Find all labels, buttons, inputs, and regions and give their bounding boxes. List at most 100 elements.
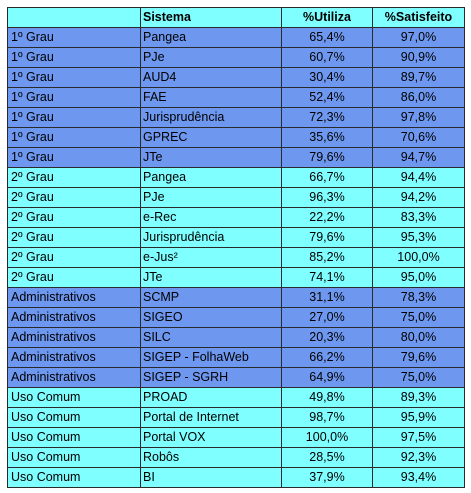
table-row: 2º Grau PJe 96,3% 94,2% bbox=[7, 187, 465, 208]
category-cell: Uso Comum bbox=[7, 427, 141, 448]
satisfeito-cell: 75,0% bbox=[372, 307, 465, 328]
system-cell: SILC bbox=[140, 327, 282, 348]
system-cell: GPREC bbox=[140, 127, 282, 148]
table-row: 1º Grau Jurisprudência 72,3% 97,8% bbox=[7, 107, 465, 128]
utiliza-cell: 65,4% bbox=[281, 27, 373, 48]
category-cell: 1º Grau bbox=[7, 87, 141, 108]
table-row: 2º Grau JTe 74,1% 95,0% bbox=[7, 267, 465, 288]
utiliza-cell: 79,6% bbox=[281, 147, 373, 168]
system-cell: BI bbox=[140, 467, 282, 488]
utiliza-cell: 74,1% bbox=[281, 267, 373, 288]
satisfeito-cell: 95,9% bbox=[372, 407, 465, 428]
utiliza-cell: 64,9% bbox=[281, 367, 373, 388]
satisfeito-cell: 78,3% bbox=[372, 287, 465, 308]
header-row: Sistema %Utiliza %Satisfeito bbox=[7, 7, 465, 28]
table-row: Uso Comum BI 37,9% 93,4% bbox=[7, 467, 465, 488]
system-cell: Jurisprudência bbox=[140, 227, 282, 248]
table-row: 1º Grau FAE 52,4% 86,0% bbox=[7, 87, 465, 108]
system-cell: Portal VOX bbox=[140, 427, 282, 448]
satisfeito-cell: 93,4% bbox=[372, 467, 465, 488]
table-row: 1º Grau PJe 60,7% 90,9% bbox=[7, 47, 465, 68]
satisfeito-cell: 79,6% bbox=[372, 347, 465, 368]
table-row: 1º Grau Pangea 65,4% 97,0% bbox=[7, 27, 465, 48]
header-utiliza: %Utiliza bbox=[281, 7, 373, 28]
table-row: Uso Comum Portal de Internet 98,7% 95,9% bbox=[7, 407, 465, 428]
utiliza-cell: 66,7% bbox=[281, 167, 373, 188]
utiliza-cell: 20,3% bbox=[281, 327, 373, 348]
utiliza-cell: 28,5% bbox=[281, 447, 373, 468]
satisfeito-cell: 94,4% bbox=[372, 167, 465, 188]
table-row: Administrativos SILC 20,3% 80,0% bbox=[7, 327, 465, 348]
category-cell: 1º Grau bbox=[7, 147, 141, 168]
category-cell: 1º Grau bbox=[7, 27, 141, 48]
category-cell: Uso Comum bbox=[7, 387, 141, 408]
satisfeito-cell: 97,5% bbox=[372, 427, 465, 448]
utiliza-cell: 49,8% bbox=[281, 387, 373, 408]
utiliza-cell: 60,7% bbox=[281, 47, 373, 68]
table-row: 1º Grau JTe 79,6% 94,7% bbox=[7, 147, 465, 168]
system-cell: JTe bbox=[140, 267, 282, 288]
satisfeito-cell: 94,7% bbox=[372, 147, 465, 168]
table-row: 2º Grau e-Jus² 85,2% 100,0% bbox=[7, 247, 465, 268]
system-cell: JTe bbox=[140, 147, 282, 168]
utiliza-cell: 37,9% bbox=[281, 467, 373, 488]
utiliza-cell: 31,1% bbox=[281, 287, 373, 308]
category-cell: Administrativos bbox=[7, 307, 141, 328]
system-cell: Pangea bbox=[140, 167, 282, 188]
category-cell: Administrativos bbox=[7, 347, 141, 368]
header-satisfeito: %Satisfeito bbox=[372, 7, 465, 28]
system-cell: AUD4 bbox=[140, 67, 282, 88]
utiliza-cell: 85,2% bbox=[281, 247, 373, 268]
table-row: 1º Grau GPREC 35,6% 70,6% bbox=[7, 127, 465, 148]
category-cell: 1º Grau bbox=[7, 47, 141, 68]
system-cell: Portal de Internet bbox=[140, 407, 282, 428]
table-row: Administrativos SIGEP - SGRH 64,9% 75,0% bbox=[7, 367, 465, 388]
category-cell: 2º Grau bbox=[7, 267, 141, 288]
category-cell: Uso Comum bbox=[7, 447, 141, 468]
category-cell: 2º Grau bbox=[7, 227, 141, 248]
system-cell: PJe bbox=[140, 187, 282, 208]
utiliza-cell: 98,7% bbox=[281, 407, 373, 428]
system-cell: e-Jus² bbox=[140, 247, 282, 268]
category-cell: 2º Grau bbox=[7, 187, 141, 208]
satisfeito-cell: 100,0% bbox=[372, 247, 465, 268]
satisfeito-cell: 95,3% bbox=[372, 227, 465, 248]
category-cell: Uso Comum bbox=[7, 407, 141, 428]
table-row: 2º Grau e-Rec 22,2% 83,3% bbox=[7, 207, 465, 228]
category-cell: Administrativos bbox=[7, 287, 141, 308]
category-cell: Uso Comum bbox=[7, 467, 141, 488]
utiliza-cell: 66,2% bbox=[281, 347, 373, 368]
utiliza-cell: 100,0% bbox=[281, 427, 373, 448]
table-body: 1º Grau Pangea 65,4% 97,0% 1º Grau PJe 60,7% 9… bbox=[7, 27, 465, 488]
utiliza-cell: 79,6% bbox=[281, 227, 373, 248]
utiliza-cell: 96,3% bbox=[281, 187, 373, 208]
table-row: Uso Comum PROAD 49,8% 89,3% bbox=[7, 387, 465, 408]
systems-table: Sistema %Utiliza %Satisfeito 1º Grau Pang… bbox=[7, 7, 465, 488]
utiliza-cell: 72,3% bbox=[281, 107, 373, 128]
table-row: Administrativos SIGEO 27,0% 75,0% bbox=[7, 307, 465, 328]
category-cell: 1º Grau bbox=[7, 107, 141, 128]
table-row: 1º Grau AUD4 30,4% 89,7% bbox=[7, 67, 465, 88]
category-cell: 1º Grau bbox=[7, 67, 141, 88]
system-cell: FAE bbox=[140, 87, 282, 108]
header-category bbox=[7, 7, 141, 28]
category-cell: Administrativos bbox=[7, 367, 141, 388]
system-cell: Pangea bbox=[140, 27, 282, 48]
system-cell: SIGEO bbox=[140, 307, 282, 328]
table-container: Sistema %Utiliza %Satisfeito 1º Grau Pang… bbox=[7, 7, 465, 488]
satisfeito-cell: 83,3% bbox=[372, 207, 465, 228]
table-row: Uso Comum Robôs 28,5% 92,3% bbox=[7, 447, 465, 468]
table-row: Uso Comum Portal VOX 100,0% 97,5% bbox=[7, 427, 465, 448]
system-cell: SIGEP - SGRH bbox=[140, 367, 282, 388]
table-row: 2º Grau Jurisprudência 79,6% 95,3% bbox=[7, 227, 465, 248]
category-cell: 2º Grau bbox=[7, 207, 141, 228]
table-row: 2º Grau Pangea 66,7% 94,4% bbox=[7, 167, 465, 188]
category-cell: Administrativos bbox=[7, 327, 141, 348]
satisfeito-cell: 70,6% bbox=[372, 127, 465, 148]
table-row: Administrativos SCMP 31,1% 78,3% bbox=[7, 287, 465, 308]
satisfeito-cell: 94,2% bbox=[372, 187, 465, 208]
satisfeito-cell: 89,7% bbox=[372, 67, 465, 88]
satisfeito-cell: 75,0% bbox=[372, 367, 465, 388]
satisfeito-cell: 80,0% bbox=[372, 327, 465, 348]
system-cell: SIGEP - FolhaWeb bbox=[140, 347, 282, 368]
